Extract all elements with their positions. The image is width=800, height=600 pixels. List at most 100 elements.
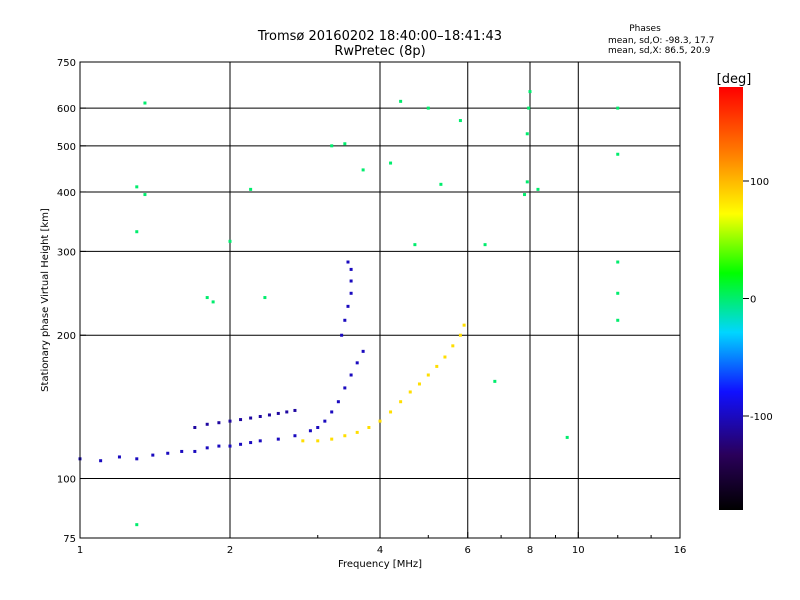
- grid-lines: [80, 62, 680, 538]
- data-point: [330, 144, 334, 148]
- data-point: [263, 296, 267, 300]
- x-tick-label: 2: [227, 545, 233, 556]
- data-point: [361, 349, 365, 353]
- y-axis-label: Stationary phase Virtual Height [km]: [40, 208, 51, 392]
- data-point: [285, 410, 289, 414]
- data-point: [349, 291, 353, 295]
- stats-x-mode: mean, sd,X: 86.5, 20.9: [608, 46, 711, 56]
- data-point: [528, 90, 532, 94]
- data-point: [205, 422, 209, 426]
- data-point: [483, 243, 487, 247]
- data-point: [211, 300, 215, 304]
- data-point: [143, 101, 147, 105]
- data-point: [239, 418, 243, 422]
- data-point: [135, 185, 139, 189]
- data-point: [443, 355, 447, 359]
- data-point: [193, 449, 197, 453]
- stats-heading: Phases: [629, 24, 661, 34]
- data-point: [336, 400, 340, 404]
- data-point: [340, 333, 344, 337]
- data-point: [408, 390, 412, 394]
- data-point: [399, 99, 403, 103]
- data-point: [276, 411, 280, 415]
- colorbar: [719, 87, 743, 510]
- data-point: [389, 161, 393, 165]
- colorbar-tick-label: 0: [750, 295, 756, 306]
- y-tick-label: 200: [57, 331, 76, 342]
- data-point: [228, 239, 232, 243]
- y-axis-ticks: 75 100 200 300 400 500 600 750: [57, 58, 86, 545]
- x-tick-label: 1: [77, 545, 83, 556]
- colorbar-tick-label: -100: [750, 412, 773, 423]
- data-point: [413, 243, 417, 247]
- data-point: [343, 434, 347, 438]
- data-point: [228, 419, 232, 423]
- data-point: [323, 419, 327, 423]
- x-tick-label: 4: [377, 545, 383, 556]
- x-axis-label: Frequency [MHz]: [338, 559, 422, 570]
- y-tick-label: 75: [63, 534, 76, 545]
- data-point: [249, 187, 253, 191]
- data-point: [525, 132, 529, 136]
- x-tick-label: 8: [527, 545, 533, 556]
- data-point: [616, 106, 620, 110]
- data-point: [426, 373, 430, 377]
- data-point: [193, 425, 197, 429]
- data-point: [349, 267, 353, 271]
- data-point: [355, 430, 359, 434]
- colorbar-label: [deg]: [717, 72, 752, 87]
- data-point: [135, 523, 139, 527]
- data-point: [239, 442, 243, 446]
- y-tick-label: 600: [57, 104, 76, 115]
- data-point: [523, 193, 527, 197]
- data-point: [493, 379, 497, 383]
- data-point: [258, 439, 262, 443]
- data-point: [458, 333, 462, 337]
- data-point: [143, 193, 147, 197]
- data-point: [616, 318, 620, 322]
- data-point: [330, 410, 334, 414]
- x-axis-ticks: 1 2 4 6 8 10 16: [77, 532, 686, 556]
- data-point: [439, 182, 443, 186]
- y-tick-label: 400: [57, 188, 76, 199]
- data-point: [316, 439, 320, 443]
- data-point: [565, 435, 569, 439]
- data-point: [249, 416, 253, 420]
- data-point: [343, 318, 347, 322]
- data-point: [267, 413, 271, 417]
- y-tick-label: 750: [57, 58, 76, 69]
- data-point: [343, 142, 347, 146]
- y-tick-label: 500: [57, 142, 76, 153]
- data-point: [458, 119, 462, 123]
- data-point: [349, 373, 353, 377]
- data-point: [451, 344, 455, 348]
- data-point: [308, 429, 312, 433]
- data-point: [276, 437, 280, 441]
- data-point: [205, 446, 209, 450]
- data-point: [399, 400, 403, 404]
- data-point: [217, 421, 221, 425]
- data-point: [616, 291, 620, 295]
- data-point: [361, 168, 365, 172]
- data-point: [205, 296, 209, 300]
- data-point: [527, 106, 531, 110]
- data-point: [355, 361, 359, 365]
- y-tick-label: 100: [57, 475, 76, 486]
- data-point: [316, 425, 320, 429]
- x-tick-label: 10: [572, 545, 585, 556]
- colorbar-ticks: 100 0 -100: [743, 177, 773, 423]
- data-point: [293, 408, 297, 412]
- data-point: [426, 106, 430, 110]
- data-point: [180, 449, 184, 453]
- data-point: [343, 386, 347, 390]
- data-point: [228, 444, 232, 448]
- chart-title: Tromsø 20160202 18:40:00–18:41:43: [257, 29, 502, 44]
- data-point: [435, 364, 439, 368]
- data-point: [293, 434, 297, 438]
- data-point: [117, 455, 121, 459]
- data-point: [135, 230, 139, 234]
- data-point: [525, 180, 529, 184]
- data-point: [616, 152, 620, 156]
- data-point: [346, 260, 350, 264]
